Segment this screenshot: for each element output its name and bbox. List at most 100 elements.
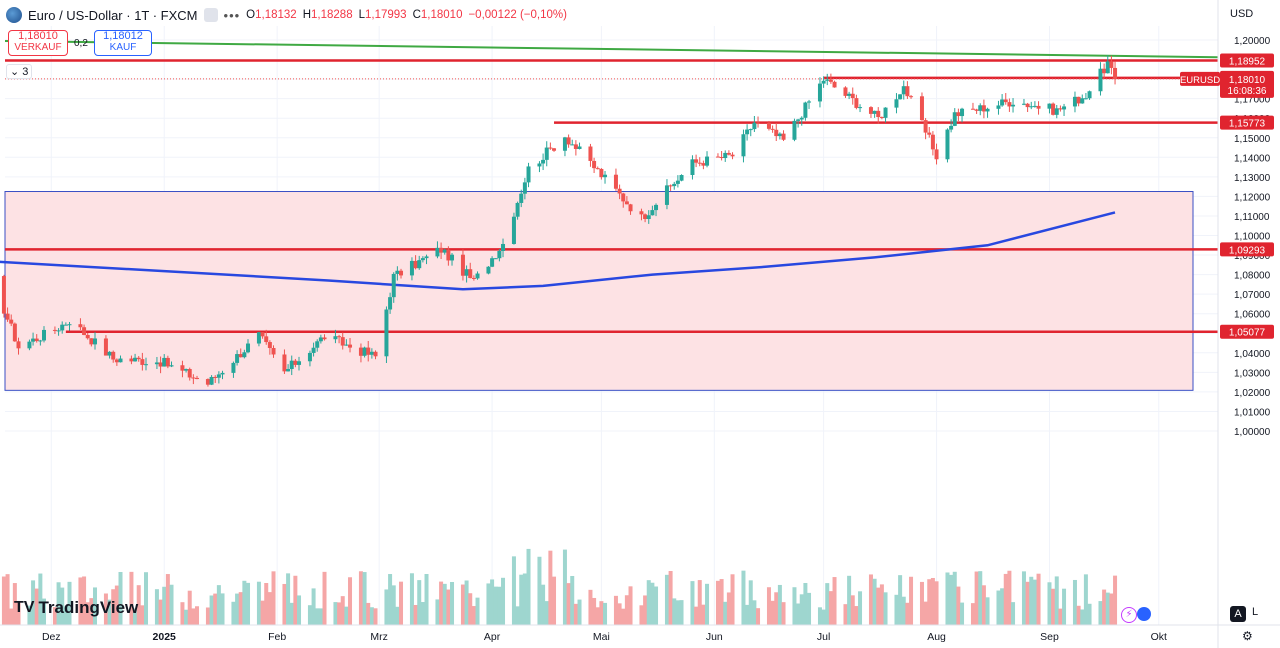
volume-bar <box>344 606 349 625</box>
candle-body <box>366 347 371 355</box>
candle-body <box>599 168 604 178</box>
volume-bar <box>544 601 549 625</box>
candle-body <box>821 80 826 84</box>
candle-body <box>286 369 291 372</box>
candle-body <box>1087 91 1092 99</box>
x-tick-label: Okt <box>1151 631 1167 643</box>
level-tag-label: 1,15773 <box>1229 119 1266 130</box>
volume-bar <box>668 571 673 625</box>
gear-icon[interactable]: ⚙ <box>1242 629 1253 643</box>
candle-body <box>413 260 418 269</box>
candle-body <box>981 105 986 112</box>
volume-bar <box>165 574 170 625</box>
volume-bar <box>16 600 21 625</box>
candle-body <box>898 94 903 100</box>
volume-bar <box>42 598 47 625</box>
volume-bar <box>876 587 881 625</box>
x-tick-label: Jul <box>817 631 830 643</box>
volume-bar <box>592 597 597 625</box>
symbol-tag-label: EURUSD <box>1180 75 1220 86</box>
volume-bar <box>1072 579 1077 625</box>
volume-bar <box>399 581 404 625</box>
flash-icon[interactable]: ⚡ <box>1121 607 1137 623</box>
volume-bar <box>78 577 83 625</box>
collapse-indicators-button[interactable]: ⌄ 3 <box>6 64 33 79</box>
volume-bar <box>136 585 141 625</box>
volume-bar <box>238 592 243 625</box>
y-tick-label: 1,01000 <box>1234 407 1271 418</box>
candle-body <box>825 79 830 81</box>
candle-body <box>675 180 680 184</box>
candle-body <box>832 81 837 88</box>
y-tick-label: 1,02000 <box>1234 388 1271 399</box>
volume-bar <box>366 602 371 625</box>
candle-body <box>526 166 531 183</box>
candle-body <box>617 188 622 194</box>
volume-bar <box>1054 576 1059 625</box>
level-tag <box>1220 115 1274 130</box>
candle-body <box>195 377 200 380</box>
candle-body <box>723 152 728 159</box>
candle-body <box>187 369 192 378</box>
candle-body <box>289 360 294 370</box>
log-scale-button[interactable]: L <box>1252 606 1259 618</box>
candle-body <box>9 319 14 324</box>
candle-body <box>209 376 214 385</box>
settings-icon[interactable] <box>203 8 218 22</box>
volume-bar <box>573 603 578 625</box>
volume-bar <box>144 572 149 625</box>
sell-button[interactable]: 1,18010 VERKAUF <box>8 30 68 56</box>
volume-bar <box>883 592 888 625</box>
candle-body <box>646 215 651 220</box>
candle-body <box>522 182 527 194</box>
candle-body <box>1021 103 1026 105</box>
candle-body <box>730 154 735 157</box>
globe-icon[interactable] <box>1137 607 1151 621</box>
volume-bar <box>369 607 374 625</box>
volume-bar <box>340 596 345 625</box>
candle-body <box>420 258 425 261</box>
support-resistance-levels <box>5 59 1218 333</box>
candle-body <box>333 336 338 340</box>
volume-bar <box>103 593 108 625</box>
price-tags: 1,189521,180621,157731,092931,05077EURUS… <box>1180 53 1274 339</box>
candle-body <box>548 147 553 149</box>
candle-body <box>235 354 240 363</box>
candle-body <box>679 175 684 181</box>
volume-bar <box>1029 576 1034 625</box>
volume-bar <box>322 571 327 625</box>
symbol-title[interactable]: Euro / US-Dollar · 1T · FXCM <box>28 7 198 23</box>
candle-body <box>613 174 618 189</box>
volume-bar <box>617 603 622 625</box>
volume-bar <box>311 588 316 625</box>
candle-body <box>654 204 659 211</box>
candle-body <box>781 133 786 140</box>
close-value: 1,18010 <box>420 9 463 21</box>
candle-body <box>78 324 83 328</box>
volume-bar <box>828 591 833 625</box>
volume-bar <box>89 598 94 625</box>
candle-body <box>89 338 94 345</box>
candle-body <box>1062 106 1067 110</box>
current-price-label: 1,18010 <box>1229 75 1266 86</box>
currency-selector[interactable]: USD <box>1230 8 1254 20</box>
buy-button[interactable]: 1,18012 KAUF <box>94 30 152 56</box>
dots-icon[interactable]: ••• <box>223 7 241 23</box>
candle-body <box>1072 96 1077 107</box>
volume-bar <box>970 603 975 625</box>
volume-bar <box>56 582 61 625</box>
volume-bar <box>27 605 32 625</box>
volume-bar <box>446 589 451 625</box>
volume-bar <box>442 583 447 625</box>
volume-bar <box>140 605 145 625</box>
candle-body <box>843 87 848 96</box>
volume-bar <box>93 587 98 625</box>
candle-body <box>344 344 349 346</box>
auto-scale-button[interactable]: A <box>1230 606 1246 622</box>
volume-bar <box>930 577 935 625</box>
candle-body <box>315 341 320 348</box>
candle-body <box>111 351 116 360</box>
candle-body <box>796 119 801 121</box>
volume-bar <box>934 581 939 625</box>
